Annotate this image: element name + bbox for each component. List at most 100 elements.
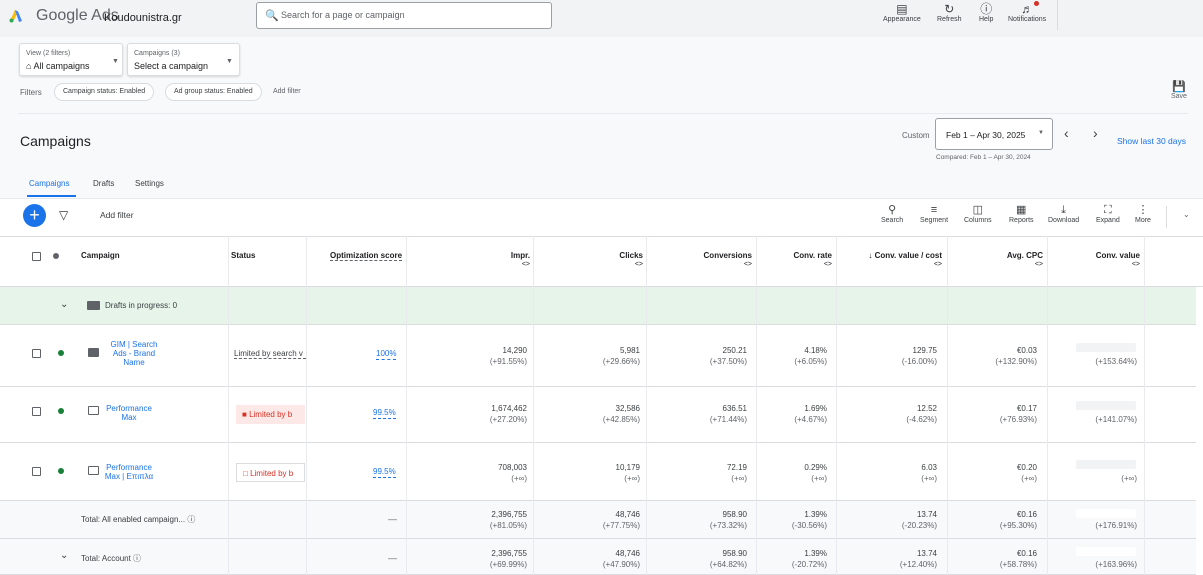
search-placeholder: Search for a page or campaign xyxy=(281,10,405,20)
more-button[interactable]: ⋮ More xyxy=(1135,204,1151,224)
chevron-left-icon[interactable]: ‹ xyxy=(1064,125,1069,141)
search-icon: 🔍 xyxy=(265,10,279,22)
toolbar-add-filter[interactable]: Add filter xyxy=(100,210,134,220)
download-button[interactable]: ⤓ Download xyxy=(1048,204,1079,224)
column-divider xyxy=(646,236,647,575)
chevron-down-icon[interactable]: ⌄ xyxy=(60,299,69,310)
show-last-30-days-link[interactable]: Show last 30 days xyxy=(1117,136,1186,146)
campaign-dropdown[interactable]: Campaigns (3) Select a campaign ▼ xyxy=(127,43,240,76)
filter-chip-campaign-status[interactable]: Campaign status: Enabled xyxy=(54,83,155,101)
col-status[interactable]: Status xyxy=(231,251,256,260)
chevron-right-icon[interactable]: › xyxy=(1093,125,1098,141)
row-checkbox[interactable] xyxy=(32,349,41,358)
total-opt-score: — xyxy=(388,514,397,524)
total-clicks: 48,746 (+47.90%) xyxy=(602,549,640,569)
campaign-name-link[interactable]: Performance Max | Επιπλα xyxy=(104,463,154,481)
col-clicks[interactable]: Clicks <> xyxy=(619,251,643,268)
enabled-status-dot[interactable] xyxy=(58,408,64,414)
help-icon[interactable]: ⓘ xyxy=(133,554,142,563)
optimization-score[interactable]: 99.5% xyxy=(373,467,396,478)
status-dot-header xyxy=(53,253,59,259)
segment-icon: ≡ xyxy=(930,204,938,216)
notifications-button[interactable]: ♬ Notifications xyxy=(1008,2,1046,23)
column-divider xyxy=(533,236,534,575)
google-ads-logo[interactable] xyxy=(8,7,24,23)
view-dropdown[interactable]: View (2 filters) ⌂ All campaigns ▼ xyxy=(19,43,123,76)
chevron-down-icon: ▼ xyxy=(1038,130,1044,136)
redacted-value xyxy=(1076,509,1136,518)
filter-chip-adgroup-status[interactable]: Ad group status: Enabled xyxy=(165,83,262,101)
drafts-row[interactable] xyxy=(0,287,1196,325)
enabled-status-dot[interactable] xyxy=(58,468,64,474)
tab-campaigns[interactable]: Campaigns xyxy=(29,179,70,188)
compared-range: Compared: Feb 1 – Apr 30, 2024 xyxy=(936,154,1031,161)
add-button[interactable]: + xyxy=(23,204,46,227)
col-campaign[interactable]: Campaign xyxy=(81,251,120,260)
table-toolbar xyxy=(0,198,1203,236)
cell-conv-rate: 4.18% (+6.05%) xyxy=(794,346,827,366)
add-filter-link[interactable]: Add filter xyxy=(273,88,301,95)
reports-icon: ▦ xyxy=(1016,204,1027,216)
redacted-value xyxy=(1076,460,1136,469)
optimization-score[interactable]: 100% xyxy=(376,349,397,360)
chevron-down-icon[interactable]: ⌄ xyxy=(60,550,69,561)
status-limited-by-budget[interactable]: ■ Limited by b xyxy=(236,405,305,424)
col-avg-cpc[interactable]: Avg. CPC <> xyxy=(1006,251,1043,268)
account-name[interactable]: Koudounistra.gr xyxy=(104,12,182,24)
col-impr[interactable]: Impr. <> xyxy=(510,251,530,268)
search-box[interactable]: 🔍 Search for a page or campaign xyxy=(256,2,552,29)
enabled-status-dot[interactable] xyxy=(58,350,64,356)
col-optimization-score[interactable]: Optimization score xyxy=(330,251,403,261)
total-conv-rate: 1.39% (-20.72%) xyxy=(791,549,827,569)
campaign-name-link[interactable]: GIM | Search Ads - Brand Name xyxy=(110,340,158,367)
filter-icon[interactable]: ▽ xyxy=(59,208,69,222)
cell-conv-value-cost: 12.52 (-4.62%) xyxy=(906,404,937,424)
expand-button[interactable]: ⛶ Expand xyxy=(1096,204,1120,224)
download-icon: ⤓ xyxy=(1061,204,1066,216)
columns-button[interactable]: ◫ Columns xyxy=(964,204,992,224)
segment-button[interactable]: ≡ Segment xyxy=(920,204,948,224)
reports-label: Reports xyxy=(1009,217,1034,224)
help-label: Help xyxy=(979,16,994,23)
cell-impr: 14,290 (+91.55%) xyxy=(489,346,527,366)
date-range-picker[interactable]: Feb 1 – Apr 30, 2025 ▼ xyxy=(935,118,1053,150)
reports-button[interactable]: ▦ Reports xyxy=(1009,204,1034,224)
tab-settings[interactable]: Settings xyxy=(135,179,164,188)
col-conv-value-cost[interactable]: ↓ Conv. value / cost <> xyxy=(868,251,942,268)
total-conv-value: (+163.96%) xyxy=(1095,560,1137,569)
help-button[interactable]: ⓘ Help xyxy=(979,2,993,23)
col-conv-value[interactable]: Conv. value <> xyxy=(1095,251,1140,268)
select-all-checkbox[interactable] xyxy=(32,252,41,261)
search-tool-button[interactable]: ⚲ Search xyxy=(881,204,903,224)
view-value: ⌂ All campaigns xyxy=(26,61,90,71)
limited-chart-icon: ■ xyxy=(242,410,247,419)
campaign-name-link[interactable]: Performance Max xyxy=(106,404,152,422)
row-checkbox[interactable] xyxy=(32,407,41,416)
tab-drafts[interactable]: Drafts xyxy=(93,179,115,188)
row-checkbox[interactable] xyxy=(32,467,41,476)
drafts-label: Drafts in progress: 0 xyxy=(105,301,178,310)
status-limited-by-budget[interactable]: □ Limited by b xyxy=(236,463,305,482)
appearance-button[interactable]: ▤ Appearance xyxy=(883,2,921,23)
optimization-score[interactable]: 99.5% xyxy=(373,408,396,419)
save-button[interactable]: 💾 Save xyxy=(1171,80,1187,100)
refresh-button[interactable]: ↻ Refresh xyxy=(937,2,962,23)
status-limited[interactable]: Limited by search v xyxy=(234,349,306,359)
performance-max-icon xyxy=(88,406,99,415)
view-filter-count: View (2 filters) xyxy=(26,50,71,57)
help-icon[interactable]: ⓘ xyxy=(187,515,196,524)
col-conversions[interactable]: Conversions <> xyxy=(703,251,752,268)
total-account-label: Total: Account ⓘ xyxy=(81,554,142,563)
table-row xyxy=(0,387,1196,443)
total-conversions: 958.90 (+73.32%) xyxy=(709,510,747,530)
bell-icon: ♬ xyxy=(1021,2,1034,16)
cell-avg-cpc: €0.20 (+∞) xyxy=(1016,463,1037,483)
cell-conv-value: (+153.64%) xyxy=(1095,357,1137,366)
col-conv-rate[interactable]: Conv. rate <> xyxy=(793,251,832,268)
cell-conv-value-cost: 6.03 (+∞) xyxy=(921,463,937,483)
total-enabled-label: Total: All enabled campaign... ⓘ xyxy=(81,515,196,524)
date-preset: Custom xyxy=(902,131,930,140)
chevron-down-icon[interactable]: ⌄ xyxy=(1183,210,1190,219)
column-divider xyxy=(1047,236,1048,575)
cell-conversions: 636.51 (+71.44%) xyxy=(709,404,747,424)
